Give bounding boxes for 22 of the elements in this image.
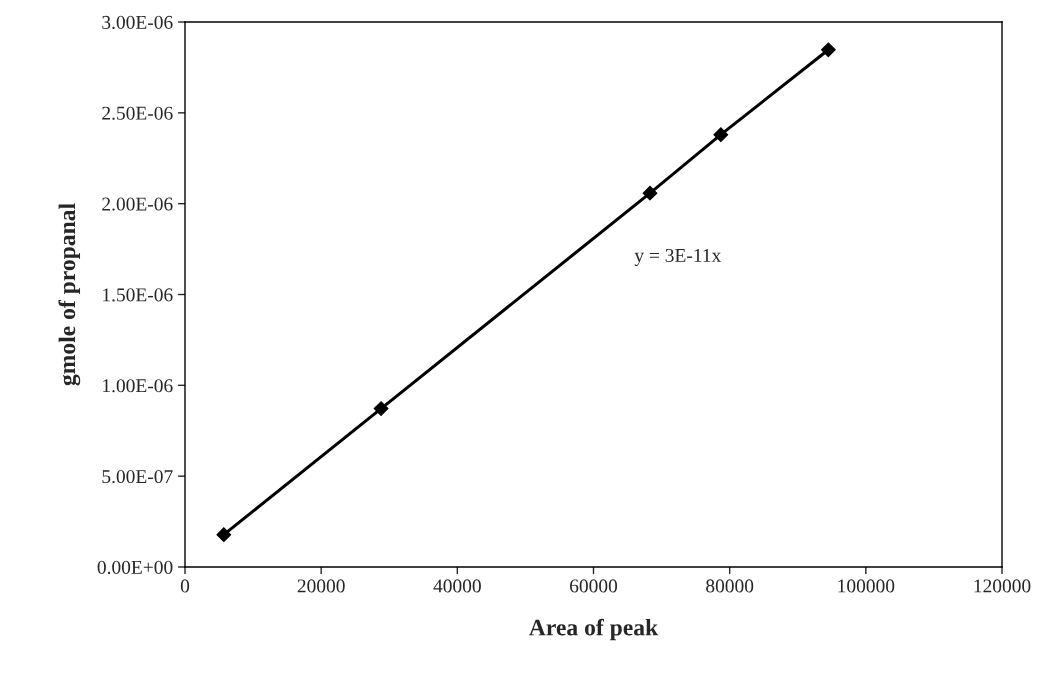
point (713, 127, 729, 143)
annotation: y = 3E-11x (634, 248, 722, 266)
x-tick-label: 100000 (838, 579, 895, 593)
y-tick-label: 1.50E-06 (103, 288, 173, 302)
y-tick-label: 3.00E-06 (102, 15, 173, 30)
x-axis-title: Area of peak (529, 618, 659, 641)
x-tick-label: 60000 (570, 579, 618, 593)
x-tick-label: 0 (180, 579, 190, 593)
x-tick-label: 20000 (297, 579, 345, 593)
y-axis-title: gmole of propanal (58, 203, 81, 386)
x-tick-label: 120000 (974, 579, 1031, 593)
point (373, 401, 389, 416)
x-tick-label: 80000 (706, 579, 754, 593)
point (820, 42, 836, 58)
point (642, 185, 658, 201)
y-tick-label: 5.00E-07 (102, 469, 173, 484)
y-tick-label: 2.50E-06 (102, 106, 173, 120)
y-tick-label: 2.00E-06 (102, 197, 173, 211)
point (216, 527, 232, 543)
y-tick-label: 0.00E+00 (97, 560, 173, 575)
y-tick-label: 1.00E-06 (103, 379, 173, 393)
x-tick-label: 40000 (433, 579, 481, 593)
